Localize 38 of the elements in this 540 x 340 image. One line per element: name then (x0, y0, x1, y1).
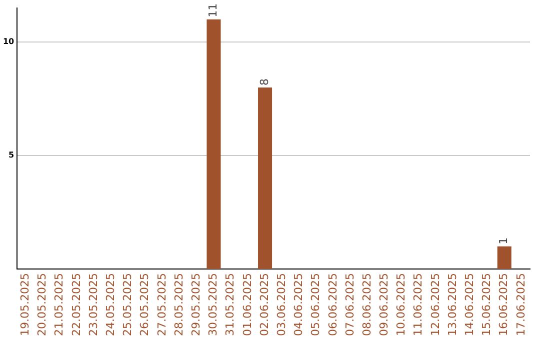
x-tick-label: 10.06.2025 (394, 273, 408, 336)
y-tick-label: 5 (8, 150, 15, 160)
x-tick-label: 24.05.2025 (104, 273, 118, 336)
x-tick-label: 23.05.2025 (86, 273, 100, 336)
x-tick-label: 14.06.2025 (463, 273, 476, 336)
x-tick-label: 27.05.2025 (155, 273, 168, 336)
x-tick-label: 31.05.2025 (224, 273, 237, 336)
x-tick-label: 07.06.2025 (343, 273, 356, 336)
x-tick-label: 20.05.2025 (36, 273, 49, 336)
x-tick-label: 13.06.2025 (446, 273, 459, 336)
x-tick-label: 21.05.2025 (52, 273, 66, 336)
x-tick-label: 22.05.2025 (70, 273, 83, 336)
x-tick-label: 25.05.2025 (121, 273, 134, 336)
y-tick-label: 10 (2, 37, 15, 46)
x-tick-label: 15.06.2025 (480, 273, 494, 336)
x-tick-label: 12.06.2025 (428, 273, 442, 336)
x-tick-label: 08.06.2025 (360, 273, 374, 336)
data-label: 1 (497, 237, 510, 244)
x-tick-label: 05.06.2025 (309, 273, 322, 336)
x-tick-label: 04.06.2025 (292, 273, 306, 336)
x-tick-label: 09.06.2025 (378, 273, 391, 336)
bar (258, 87, 272, 270)
x-tick-label: 17.06.2025 (514, 273, 528, 336)
x-tick-label: 16.06.2025 (497, 273, 510, 336)
x-tick-label: 19.05.2025 (18, 273, 32, 336)
x-tick-label: 29.05.2025 (189, 273, 202, 336)
data-label: 8 (258, 78, 271, 86)
x-tick-label: 03.06.2025 (274, 273, 288, 336)
x-tick-label: 11.06.2025 (412, 273, 425, 336)
x-tick-label: 26.05.2025 (138, 273, 152, 336)
data-label: 11 (206, 3, 220, 18)
bar (497, 246, 512, 270)
x-tick-label: 02.06.2025 (258, 273, 271, 336)
x-tick-label: 01.06.2025 (240, 273, 254, 336)
x-tick-label: 06.06.2025 (326, 273, 340, 336)
x-tick-label: 30.05.2025 (206, 273, 220, 336)
bar (206, 19, 221, 270)
x-tick-label: 28.05.2025 (172, 273, 186, 336)
